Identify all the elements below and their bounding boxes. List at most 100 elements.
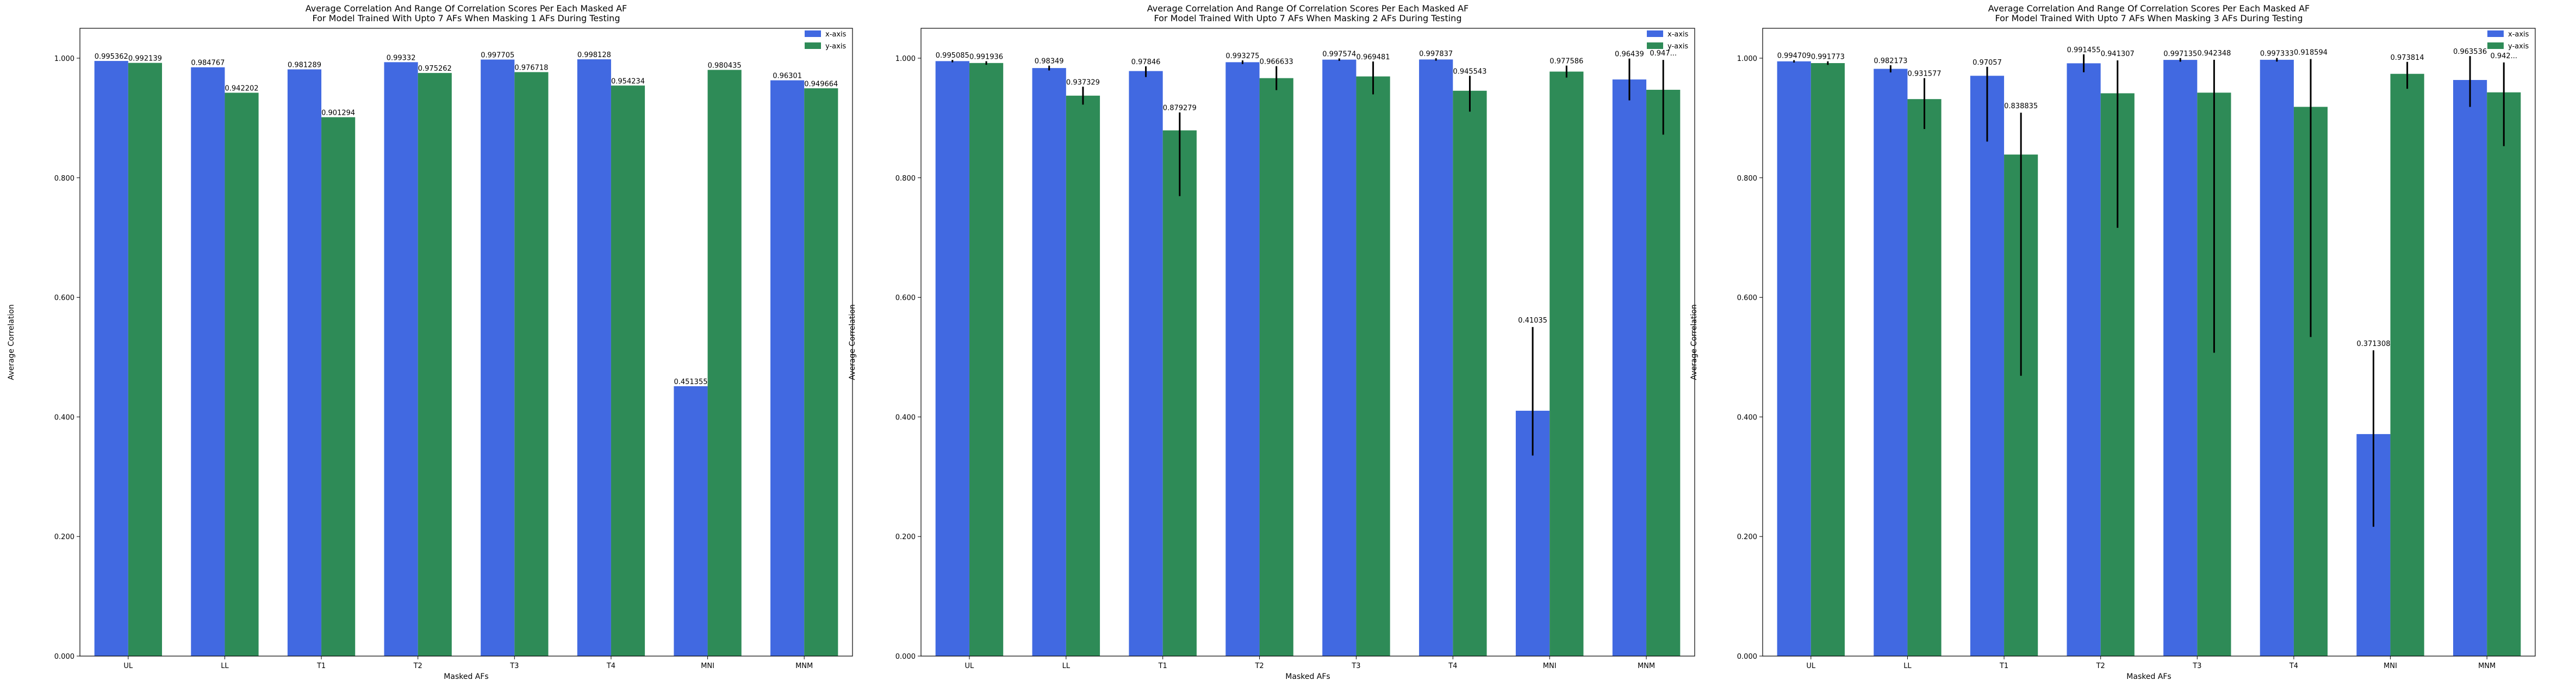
data-label-y-axis-MNM: 0.949664 xyxy=(804,80,838,88)
x-axis-label: Masked AFs xyxy=(444,672,488,681)
data-label-x-axis-T3: 0.997705 xyxy=(481,51,514,59)
data-label-y-axis-T4: 0.954234 xyxy=(611,77,645,85)
data-label-x-axis-T3: 0.997135 xyxy=(2163,50,2197,58)
bar-x-axis-MNM xyxy=(770,80,805,656)
data-label-y-axis-T4: 0.945543 xyxy=(1453,67,1486,76)
x-tick-label: MNI xyxy=(1543,662,1557,670)
bar-y-axis-T2 xyxy=(418,73,452,656)
x-tick-label: T1 xyxy=(316,662,326,670)
y-axis-label: Average Correlation xyxy=(848,304,857,380)
legend: x-axis y-axis xyxy=(2487,30,2529,51)
y-tick-label: 0.200 xyxy=(895,533,916,541)
data-label-x-axis-T1: 0.981289 xyxy=(288,61,321,70)
data-label-y-axis-MNI: 0.980435 xyxy=(708,61,742,70)
y-tick-label: 0.000 xyxy=(54,653,74,661)
data-label-y-axis-UL: 0.992139 xyxy=(128,55,162,63)
data-label-x-axis-MNI: 0.371308 xyxy=(2356,340,2390,348)
x-tick-label: MNI xyxy=(701,662,714,670)
bar-x-axis-T2 xyxy=(1225,62,1260,656)
chart-title: For Model Trained With Upto 7 AFs When M… xyxy=(1995,13,2303,23)
data-label-x-axis-T1: 0.97057 xyxy=(1973,59,2002,67)
y-tick-label: 1.000 xyxy=(895,55,916,63)
x-tick-label: MNM xyxy=(1638,662,1655,670)
legend-label-x-axis: x-axis xyxy=(825,30,847,39)
legend-label-y-axis: y-axis xyxy=(825,42,846,51)
legend-label-x-axis: x-axis xyxy=(1667,30,1689,39)
chart-title: Average Correlation And Range Of Correla… xyxy=(1988,3,2310,14)
bar-x-axis-LL xyxy=(191,67,225,656)
bar-x-axis-T4 xyxy=(1419,59,1453,657)
data-label-y-axis-MNI: 0.977586 xyxy=(1550,58,1583,66)
data-label-x-axis-T4: 0.997333 xyxy=(2260,50,2294,58)
bar-y-axis-MNI xyxy=(2390,73,2424,656)
bar-x-axis-T1 xyxy=(1970,76,2005,656)
data-label-y-axis-MNM: 0.942... xyxy=(2490,52,2517,60)
bar-y-axis-MNM xyxy=(1646,90,1681,657)
x-tick-label: MNM xyxy=(2478,662,2496,670)
plot-frame xyxy=(1762,28,2536,657)
y-tick-label: 1.000 xyxy=(54,55,74,63)
data-label-x-axis-MNM: 0.96301 xyxy=(773,72,802,81)
legend: x-axis y-axis xyxy=(805,30,847,51)
data-label-y-axis-T1: 0.901294 xyxy=(321,109,355,117)
data-label-y-axis-UL: 0.991773 xyxy=(1811,53,1845,61)
bar-y-axis-UL xyxy=(1810,63,1845,656)
bar-y-axis-T4 xyxy=(1453,90,1487,656)
bar-x-axis-T2 xyxy=(2067,63,2101,656)
data-label-x-axis-MNI: 0.41035 xyxy=(1518,317,1547,325)
data-label-y-axis-T3: 0.969481 xyxy=(1357,53,1390,61)
legend-swatch-y-axis xyxy=(1647,42,1663,49)
chart-title: For Model Trained With Upto 7 AFs When M… xyxy=(1154,13,1462,23)
legend-swatch-x-axis xyxy=(805,30,821,37)
bar-x-axis-UL xyxy=(94,61,128,656)
data-label-y-axis-T1: 0.838835 xyxy=(2004,102,2038,110)
data-label-x-axis-LL: 0.98349 xyxy=(1035,58,1064,66)
data-label-y-axis-T2: 0.975262 xyxy=(418,65,452,73)
x-tick-label: T4 xyxy=(1448,662,1457,670)
y-tick-label: 0.800 xyxy=(54,175,74,183)
bar-y-axis-T3 xyxy=(1356,76,1390,656)
data-label-y-axis-MNM: 0.947... xyxy=(1650,50,1677,58)
bar-y-axis-MNI xyxy=(1550,71,1584,657)
data-label-y-axis-UL: 0.991936 xyxy=(969,53,1003,61)
x-tick-label: T3 xyxy=(2192,662,2201,670)
y-tick-label: 0.000 xyxy=(895,653,916,661)
data-label-x-axis-T1: 0.97846 xyxy=(1131,58,1161,66)
data-label-x-axis-MNM: 0.96439 xyxy=(1615,51,1644,59)
data-label-x-axis-T2: 0.99332 xyxy=(387,54,416,62)
bar-x-axis-T4 xyxy=(577,59,611,657)
x-tick-label: T4 xyxy=(606,662,615,670)
y-tick-label: 1.000 xyxy=(1737,55,1757,63)
data-label-x-axis-UL: 0.994709 xyxy=(1777,52,1811,60)
x-tick-label: UL xyxy=(1806,662,1816,670)
x-tick-label: T3 xyxy=(509,662,519,670)
bar-x-axis-UL xyxy=(1777,61,1811,656)
data-label-y-axis-T1: 0.879279 xyxy=(1163,104,1197,113)
bar-x-axis-T4 xyxy=(2260,59,2294,656)
y-tick-label: 0.600 xyxy=(1737,294,1757,302)
bar-x-axis-MNM xyxy=(1612,79,1647,656)
data-label-x-axis-MNI: 0.451355 xyxy=(674,378,707,386)
bar-x-axis-T1 xyxy=(1129,71,1163,657)
y-tick-label: 0.200 xyxy=(54,533,74,541)
data-label-x-axis-T2: 0.991455 xyxy=(2067,46,2101,54)
x-tick-label: MNI xyxy=(2384,662,2397,670)
y-tick-label: 0.600 xyxy=(895,294,916,302)
x-tick-label: LL xyxy=(221,662,229,670)
x-tick-label: UL xyxy=(965,662,975,670)
legend-label-x-axis: x-axis xyxy=(2508,30,2529,39)
x-tick-label: T4 xyxy=(2289,662,2298,670)
y-tick-label: 0.600 xyxy=(54,294,74,302)
bar-y-axis-LL xyxy=(225,92,259,657)
bar-x-axis-MNM xyxy=(2453,80,2487,656)
legend: x-axis y-axis xyxy=(1647,30,1689,51)
chart-panel-2: Average Correlation And Range Of Correla… xyxy=(848,3,1695,681)
data-label-x-axis-T4: 0.997837 xyxy=(1419,50,1453,58)
y-tick-label: 0.400 xyxy=(895,413,916,422)
data-label-y-axis-LL: 0.942202 xyxy=(225,84,259,92)
bar-y-axis-UL xyxy=(969,63,1004,657)
bar-y-axis-MNM xyxy=(804,88,838,656)
data-label-y-axis-T3: 0.942348 xyxy=(2197,50,2231,58)
bar-x-axis-LL xyxy=(1032,68,1066,656)
bar-x-axis-T3 xyxy=(1322,59,1357,657)
